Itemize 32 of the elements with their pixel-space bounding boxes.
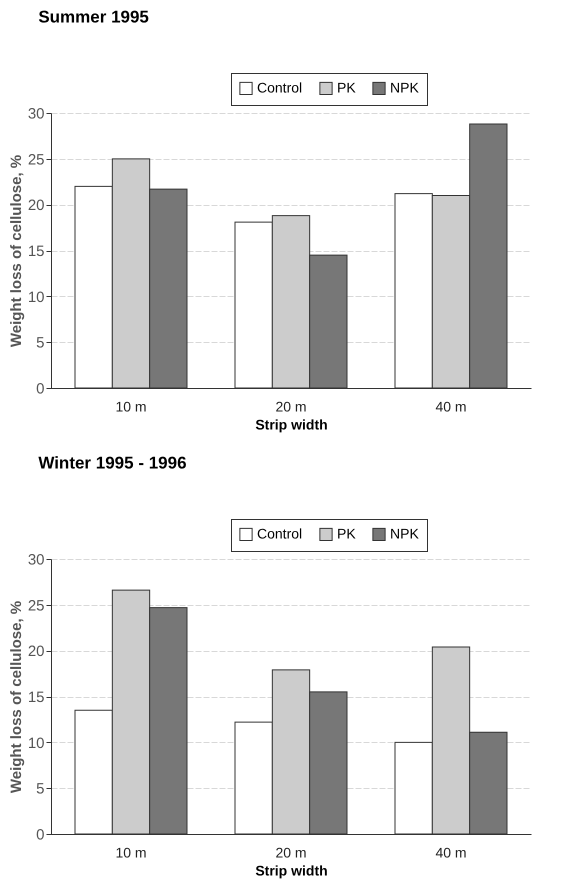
- y-tick-label: 0: [36, 826, 44, 844]
- x-tick-label: 40 m: [435, 398, 467, 414]
- legend-label: NPK: [390, 79, 420, 96]
- y-tick-label: 10: [28, 288, 44, 306]
- legend-label: PK: [337, 525, 356, 542]
- x-tick-label: 10 m: [115, 398, 147, 414]
- x-axis-title: Strip width: [255, 862, 328, 878]
- y-tick-label: 5: [36, 334, 44, 352]
- legend-label: NPK: [390, 525, 420, 542]
- y-tick-label: 10: [28, 734, 44, 752]
- y-tick-label: 25: [28, 151, 44, 168]
- y-tick-label: 15: [28, 243, 44, 260]
- x-tick-label: 40 m: [435, 844, 467, 860]
- legend-label: Control: [257, 79, 302, 96]
- chart-title: Summer 1995: [38, 8, 149, 26]
- y-tick-label: 15: [28, 689, 44, 706]
- y-tick-label: 30: [28, 106, 44, 122]
- y-tick-label: 30: [28, 552, 44, 568]
- chart-title: Winter 1995 - 1996: [38, 454, 187, 472]
- y-axis-title: Weight loss of cellulose, %: [8, 600, 25, 794]
- legend-label: Control: [257, 525, 302, 542]
- x-tick-label: 20 m: [275, 844, 307, 860]
- y-tick-label: 5: [36, 780, 44, 798]
- y-tick-label: 20: [28, 643, 44, 660]
- x-tick-label: 10 m: [115, 844, 147, 860]
- legend-label: PK: [337, 79, 356, 96]
- x-tick-label: 20 m: [275, 398, 307, 414]
- y-axis-title: Weight loss of cellulose, %: [8, 154, 25, 348]
- y-tick-label: 20: [28, 197, 44, 214]
- x-axis-title: Strip width: [255, 416, 328, 432]
- y-tick-label: 0: [36, 380, 44, 398]
- y-tick-label: 25: [28, 597, 44, 614]
